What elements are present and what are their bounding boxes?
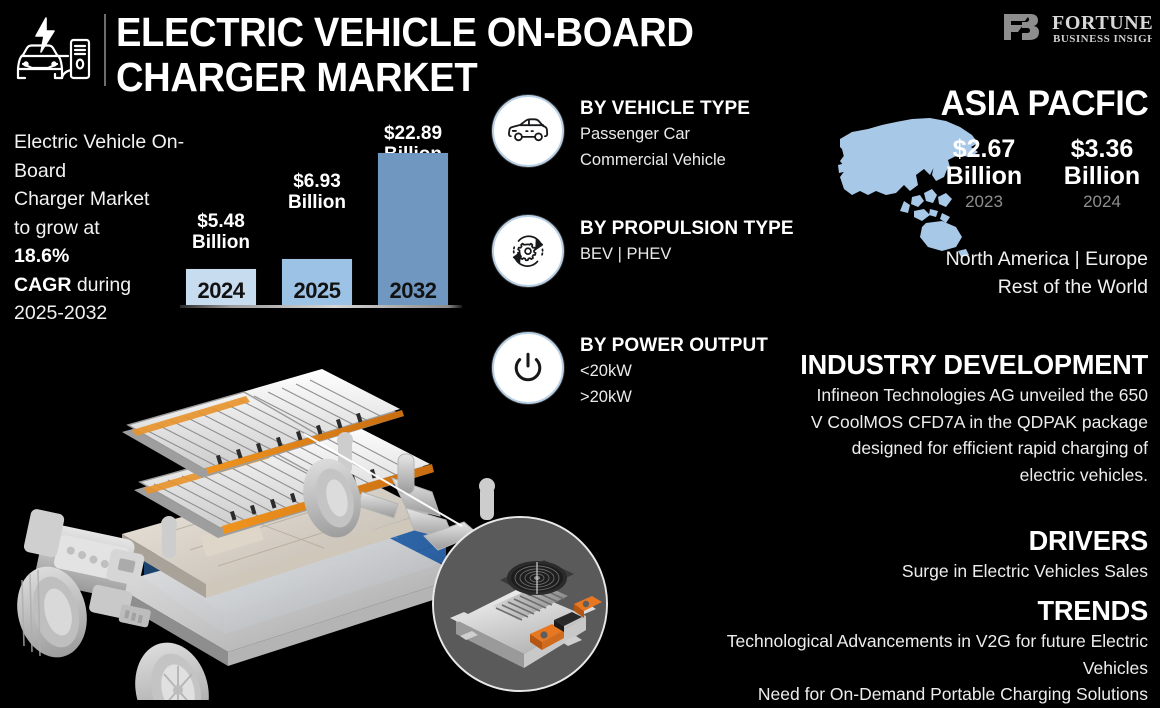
header-divider — [104, 14, 106, 86]
bar-2024: 2024 — [186, 269, 256, 305]
during-label: during — [71, 273, 132, 296]
segment-item-passenger-car: Passenger Car — [580, 125, 691, 143]
region-value-2023: $2.67 — [952, 135, 1016, 163]
drivers-item-1: Surge in Electric Vehicles Sales — [901, 561, 1148, 581]
drivers-block: DRIVERS Surge in Electric Vehicles Sales — [668, 524, 1148, 585]
svg-text:BUSINESS INSIGHTS: BUSINESS INSIGHTS — [1053, 33, 1152, 45]
cagr-value: 18.6% — [14, 245, 70, 267]
power-button-icon — [492, 332, 564, 404]
bar-value-2032: $22.89 — [383, 123, 443, 144]
segment-item-commercial-vehicle: Commercial Vehicle — [580, 151, 726, 169]
cagr-label: CAGR — [14, 273, 72, 296]
region-title: ASIA PACFIC — [940, 84, 1148, 123]
industry-development-heading: INDUSTRY DEVELOPMENT — [800, 349, 1148, 380]
bar-2032: 2032 — [378, 153, 448, 305]
region-unit-2024: Billion — [1063, 162, 1141, 190]
region-year-2024: 2024 — [1083, 192, 1121, 211]
other-regions-line-1: North America | Europe — [945, 248, 1148, 270]
chart-baseline — [180, 305, 462, 308]
summary-line-2: Charger Market — [14, 188, 150, 210]
gear-rotation-icon — [492, 215, 564, 287]
trends-item-2: Need for On-Demand Portable Charging Sol… — [757, 684, 1148, 704]
region-figures: $2.67 Billion 2023 $3.36 Billion 2024 — [920, 136, 1150, 212]
ev-car-charging-station-icon — [8, 12, 100, 88]
bar-year-2032: 2032 — [389, 278, 437, 303]
bar-year-2024: 2024 — [197, 278, 245, 303]
region-value-2024: $3.36 — [1070, 135, 1134, 163]
bar-2025: 2025 — [282, 259, 352, 305]
market-size-bar-chart: $5.48 Billion 2024 $6.93 Billion 2025 $2… — [172, 110, 462, 308]
segment-title-power-output: BY POWER OUTPUT — [580, 335, 768, 356]
bar-year-2025: 2025 — [293, 278, 341, 303]
other-regions-line-2: Rest of the World — [997, 276, 1148, 298]
summary-line-3: to grow at — [14, 216, 100, 239]
trends-heading: TRENDS — [1037, 595, 1148, 626]
drivers-heading: DRIVERS — [1028, 525, 1149, 556]
bar-unit-2024: Billion — [191, 232, 251, 253]
trends-block: TRENDS Technological Advancements in V2G… — [668, 594, 1148, 708]
bar-unit-2025: Billion — [287, 192, 347, 213]
car-side-icon — [492, 95, 564, 167]
segment-item-over-20kw: >20kW — [580, 388, 632, 406]
region-figure-2024: $3.36 Billion 2024 — [1054, 136, 1150, 212]
region-year-2023: 2023 — [965, 192, 1003, 211]
other-regions: North America | Europe Rest of the World — [788, 245, 1148, 301]
bar-value-2024: $5.48 — [197, 211, 245, 232]
segment-item-bev-phev: BEV | PHEV — [580, 245, 672, 263]
segment-title-propulsion-type: BY PROPULSION TYPE — [580, 218, 794, 239]
asia-pacific-map — [838, 105, 998, 260]
industry-development-block: INDUSTRY DEVELOPMENT Infineon Technologi… — [668, 348, 1148, 488]
forecast-period: 2025-2032 — [14, 302, 108, 324]
region-figure-2023: $2.67 Billion 2023 — [936, 136, 1032, 212]
svg-text:FORTUNE: FORTUNE — [1052, 12, 1152, 34]
segment-item-under-20kw: <20kW — [580, 362, 632, 380]
page-title: ELECTRIC VEHICLE ON-BOARD CHARGER MARKET — [116, 9, 694, 100]
bar-value-2025: $6.93 — [293, 171, 341, 192]
fortune-business-insights-logo: FORTUNE BUSINESS INSIGHTS — [1000, 8, 1160, 48]
trends-item-1: Technological Advancements in V2G for fu… — [726, 631, 1148, 678]
industry-development-body: Infineon Technologies AG unveiled the 65… — [810, 385, 1148, 485]
segment-title-vehicle-type: BY VEHICLE TYPE — [580, 98, 751, 119]
market-summary-text: Electric Vehicle On-Board Charger Market… — [14, 128, 189, 328]
region-unit-2023: Billion — [945, 162, 1023, 190]
summary-line-1: Electric Vehicle On-Board — [14, 131, 185, 182]
on-board-charger-inset — [432, 516, 608, 692]
